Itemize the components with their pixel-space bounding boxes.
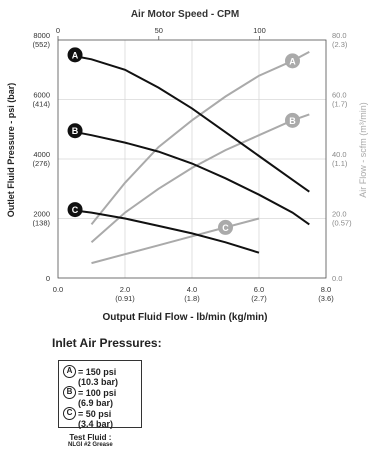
- top-tick-label: 0: [56, 26, 60, 35]
- x-tick-sublabel: (1.8): [184, 294, 200, 303]
- y-tick-label: 0: [46, 274, 50, 283]
- pressure-series-c: [67, 208, 260, 254]
- legend-key-c: C: [63, 407, 76, 420]
- y2-tick-sublabel: (2.3): [332, 40, 348, 49]
- air-series-a-marker-label: A: [289, 56, 296, 66]
- air-series-c-marker: [218, 219, 233, 235]
- test-fluid-value: NLGI #2 Grease: [68, 442, 113, 448]
- x-tick-sublabel: (3.6): [318, 294, 334, 303]
- y2-tick-label: 40.0: [332, 150, 347, 159]
- y2-tick-label: 80.0: [332, 31, 347, 40]
- y2-tick-sublabel: (1.7): [332, 100, 348, 109]
- top-tick-label: 50: [155, 26, 163, 35]
- y-axis-label: Outlet Fluid Pressure - psi (bar): [6, 83, 16, 218]
- pressure-series-b-marker: [67, 123, 83, 139]
- air-series-c-marker-label: C: [222, 223, 229, 233]
- pressure-series-a-marker-label: A: [72, 50, 79, 60]
- test-fluid: Test Fluid : NLGI #2 Grease: [68, 433, 113, 448]
- legend-key-b: B: [63, 386, 76, 399]
- pressure-series-c-marker: [67, 202, 83, 218]
- x-tick-sublabel: (0.91): [115, 294, 135, 303]
- y-tick-label: 6000: [33, 91, 50, 100]
- air-series-a: [90, 51, 310, 226]
- air-series-b-marker-label: B: [289, 116, 296, 126]
- air-series-c: [91, 217, 260, 265]
- x-tick-label: 4.0: [187, 285, 197, 294]
- top-tick-label: 100: [253, 26, 266, 35]
- y-tick-sublabel: (138): [32, 219, 50, 228]
- y-tick-label: 2000: [33, 210, 50, 219]
- legend-value-c: = 50 psi (3.4 bar): [78, 409, 114, 429]
- test-fluid-label: Test Fluid :: [69, 433, 112, 442]
- legend-title: Inlet Air Pressures:: [52, 336, 162, 350]
- y2-tick-sublabel: (1.1): [332, 159, 348, 168]
- x-tick-label: 2.0: [120, 285, 130, 294]
- y-tick-label: 8000: [33, 31, 50, 40]
- y-tick-sublabel: (552): [32, 40, 50, 49]
- y2-tick-label: 60.0: [332, 91, 347, 100]
- legend-value-a: = 150 psi (10.3 bar): [78, 367, 119, 387]
- y-tick-label: 4000: [33, 150, 50, 159]
- performance-chart: Air Motor Speed - CPM Outlet Fluid Press…: [6, 9, 368, 323]
- air-series-b-marker: [285, 112, 300, 128]
- y2-tick-label: 20.0: [332, 210, 347, 219]
- legend-key-a: A: [63, 365, 76, 378]
- x-tick-label: 8.0: [321, 285, 331, 294]
- y-tick-sublabel: (414): [32, 100, 50, 109]
- y-tick-sublabel: (276): [32, 159, 50, 168]
- y2-tick-sublabel: (0.57): [332, 219, 352, 228]
- pressure-series-a-marker: [67, 47, 83, 63]
- x-tick-label: 0.0: [53, 285, 63, 294]
- pressure-series-a: [67, 53, 310, 193]
- x-tick-sublabel: (2.7): [251, 294, 267, 303]
- legend-box: A = 150 psi (10.3 bar) B = 100 psi (6.9 ba…: [58, 360, 142, 429]
- y2-axis-label: Air Flow - scfm (m³/min): [358, 102, 368, 198]
- plot-frame: [57, 39, 327, 279]
- legend-value-b: = 100 psi (6.9 bar): [78, 388, 117, 408]
- pressure-series-b: [67, 129, 310, 226]
- chart-title: Air Motor Speed - CPM: [131, 9, 239, 20]
- y2-tick-label: 0.0: [332, 274, 342, 283]
- air-series-b: [90, 113, 310, 244]
- air-series-a-marker: [285, 53, 300, 69]
- pressure-series-c-marker-label: C: [72, 205, 79, 215]
- pressure-series-b-marker-label: B: [72, 126, 79, 136]
- x-tick-label: 6.0: [254, 285, 264, 294]
- x-axis-label: Output Fluid Flow - lb/min (kg/min): [103, 312, 268, 323]
